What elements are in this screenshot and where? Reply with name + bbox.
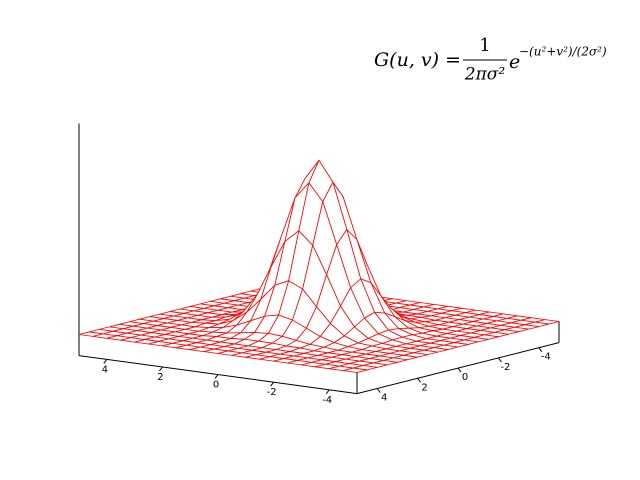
y-tick-label: 2	[421, 382, 427, 393]
y-tick-label: -4	[541, 352, 551, 363]
x-tick	[214, 374, 219, 379]
y-tick	[538, 347, 543, 352]
title-numerator: 1	[479, 35, 490, 56]
y-tick-label: 4	[381, 392, 387, 403]
title-denominator: 2πσ²	[464, 65, 506, 85]
x-tick-label: 0	[213, 380, 219, 391]
title: G(u, v) = 1 2πσ² e −(u²+v²)/(2σ²)	[374, 35, 607, 85]
surface-cell	[342, 367, 368, 373]
x-tick	[325, 389, 330, 395]
x-tick-label: -2	[267, 387, 277, 398]
x-tick-label: -4	[322, 395, 332, 406]
title-base: e	[509, 51, 520, 73]
y-tick	[457, 367, 462, 373]
title-exponent: −(u²+v²)/(2σ²)	[519, 45, 607, 59]
y-tick-label: 0	[462, 372, 468, 383]
x-tick-label: 2	[157, 372, 163, 383]
title-lhs: G(u, v) =	[374, 49, 461, 71]
x-tick	[158, 366, 163, 372]
y-tick	[497, 357, 502, 363]
y-tick	[417, 377, 422, 383]
y-tick-label: -2	[500, 362, 510, 373]
x-tick	[270, 381, 275, 387]
y-tick	[376, 388, 381, 393]
x-tick-label: 4	[102, 364, 108, 375]
x-tick	[103, 359, 108, 364]
